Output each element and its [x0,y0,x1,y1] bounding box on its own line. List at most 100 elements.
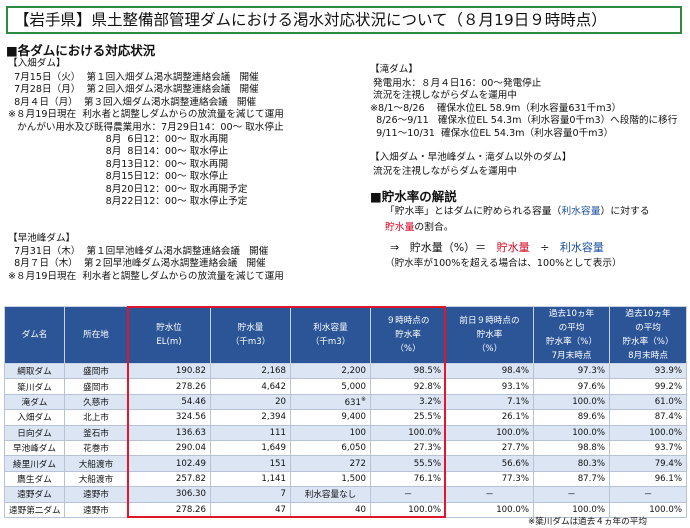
table-cell: 76.1% [370,470,446,488]
table-cell: 55.5% [370,455,446,472]
table-cell: 1,649 [210,439,291,457]
table-cell: 272 [290,455,371,472]
table-cell: 98.5% [370,362,446,380]
table-row: 綱取ダム 盛岡市 190.82 2,168 2,200 98.5% 98.4% 97.3% 93… [4,362,687,380]
table-cell: 7 [210,486,291,503]
cell-text: 遠野ダム [17,490,52,501]
table-cell: 2,168 [210,362,291,380]
cell-text: 100.0% [496,504,529,515]
taki-line: 流況を注視しながらダムを運用中 [370,90,517,102]
page-title: 【岩手県】県土整備部管理ダムにおける渇水対応状況について（８月19日９時時点） [6,6,682,34]
cell-text: 滝ダム [21,397,48,408]
table-cell: 278.26 [127,501,211,518]
taki-line: ※8/1～8/26 確保水位EL 58.9m（利水容量631千m3） [370,102,622,114]
cell-text: 77.3% [501,473,529,484]
table-cell: － [533,486,610,503]
table-cell: 20 [210,393,291,411]
cell-text: 89.6% [577,412,605,423]
cell-text: 綾里川ダム [13,459,56,470]
table-cell: 97.6% [533,378,610,395]
table-cell: 54.46 [127,393,211,411]
cell-text: 入畑ダム [17,413,52,424]
cell-text: 76.1% [413,473,441,484]
table-cell: 100.0% [533,424,610,441]
cell-text: 盛岡市 [83,367,109,378]
table-cell: 入畑ダム [4,409,65,426]
cell-text: 大船渡市 [78,474,114,485]
cell-text: 93.1% [501,381,529,392]
cell-text: 100.0% [649,427,682,438]
cell-text: 北上市 [83,413,109,424]
table-cell: 100.0% [445,424,534,441]
iriki-line: 7月28日（月） 第２回入畑ダム渇水調整連絡会議 開催 [8,84,259,96]
cell-text: 簗川ダム [17,382,52,393]
cell-text: 47 [275,504,286,515]
cell-text: 日向ダム [17,428,52,439]
table-cell: 98.8% [533,439,610,457]
cell-text: 9,400 [341,412,366,423]
table-cell: 257.82 [127,470,211,488]
table-cell: 56.6% [445,455,534,472]
table-cell: 102.49 [127,455,211,472]
table-row: 綾里川ダム 大船渡市 102.49 151 272 55.5% 56.6% 80.3% 79.4… [4,455,687,472]
table-cell: 100 [290,424,371,441]
table-cell: 日向ダム [4,424,65,441]
table-cell: 釜石市 [64,424,128,441]
cell-text: 151 [269,458,286,469]
cell-text: 27.7% [501,443,529,454]
cell-text: 102.49 [175,458,206,469]
column-header: 過去10ヵ年 の平均 貯水率（%） 7月末時点 [533,306,610,364]
cell-text: 100.0% [572,396,605,407]
formula: ⇒ 貯水量（%）＝ 貯水量 ÷ 利水容量 [390,241,604,254]
cell-text: 利水容量なし [304,490,357,501]
table-cell: 利水容量なし [290,486,371,503]
table-cell: 92.8% [370,378,446,395]
cell-text: 2,168 [261,366,286,377]
table-cell: 早池峰ダム [4,439,65,457]
column-header: 過去10ヵ年 の平均 貯水率（%） 8月末時点 [609,306,687,364]
table-cell: 久慈市 [64,393,128,411]
cell-text: 2,200 [341,366,366,377]
cell-text: 遠野市 [83,505,109,516]
cell-text: 79.4% [654,458,682,469]
hayachine-line: ※８月19日現在 利水者と調整しダムからの放流量を減じて運用 [8,270,284,282]
table-cell: 93.1% [445,378,534,395]
iriki-line: 8月22日12：00～ 取水停止予定 [8,196,248,207]
iriki-line: 8月20日12：00～ 取水再開予定 [8,183,248,195]
cell-text: 大船渡市 [78,459,114,470]
table-cell: 93.7% [609,439,687,457]
table-cell: 98.4% [445,362,534,380]
column-header: 貯水位 EL(m) [127,306,211,364]
section-heading-status: ■各ダムにおける対応状況 [6,43,156,58]
table-header-row: ダム名 所在地 貯水位 EL(m) 貯水量 （千m3） 利水容量 （千m3） ９時時点の … [4,306,687,364]
table-cell: 100.0% [370,501,446,518]
note-mark: ※ [360,396,366,404]
cell-text: 釜石市 [83,428,109,439]
iriki-line: かんがい用水及び既得農業用水：7月29日14：00～ 取水停止 [8,121,284,133]
table-cell: 滝ダム [4,393,65,411]
cell-text: 272 [349,458,366,469]
cell-text: 27.3% [413,443,441,454]
table-cell: 26.1% [445,409,534,426]
cell-text: 20 [275,396,286,407]
table-cell: 631※ [290,393,371,411]
cell-text: 306.30 [175,489,206,500]
cell-text: 100.0% [496,427,529,438]
table-cell: 北上市 [64,409,128,426]
cell-text: 278.26 [175,381,206,392]
cell-text: 87.4% [654,412,682,423]
cell-text: 61.0% [654,396,682,407]
cell-text: 100.0% [408,504,441,515]
cell-text: 遠野市 [83,490,109,501]
cell-text: － [403,490,413,501]
table-cell: 盛岡市 [64,362,128,380]
table-cell: 40 [290,501,371,518]
cell-text: 80.3% [577,458,605,469]
iriki-line: 8月 8日14：00～ 取水停止 [8,146,229,158]
cell-text: 98.5% [413,366,441,377]
footnote: ※簗川ダムは過去４ヵ年の平均 [528,517,647,527]
table-cell: 27.7% [445,439,534,457]
cell-text: 1,649 [261,443,286,454]
cell-text: 早池峰ダム [13,444,56,455]
table-cell: 93.9% [609,362,687,380]
